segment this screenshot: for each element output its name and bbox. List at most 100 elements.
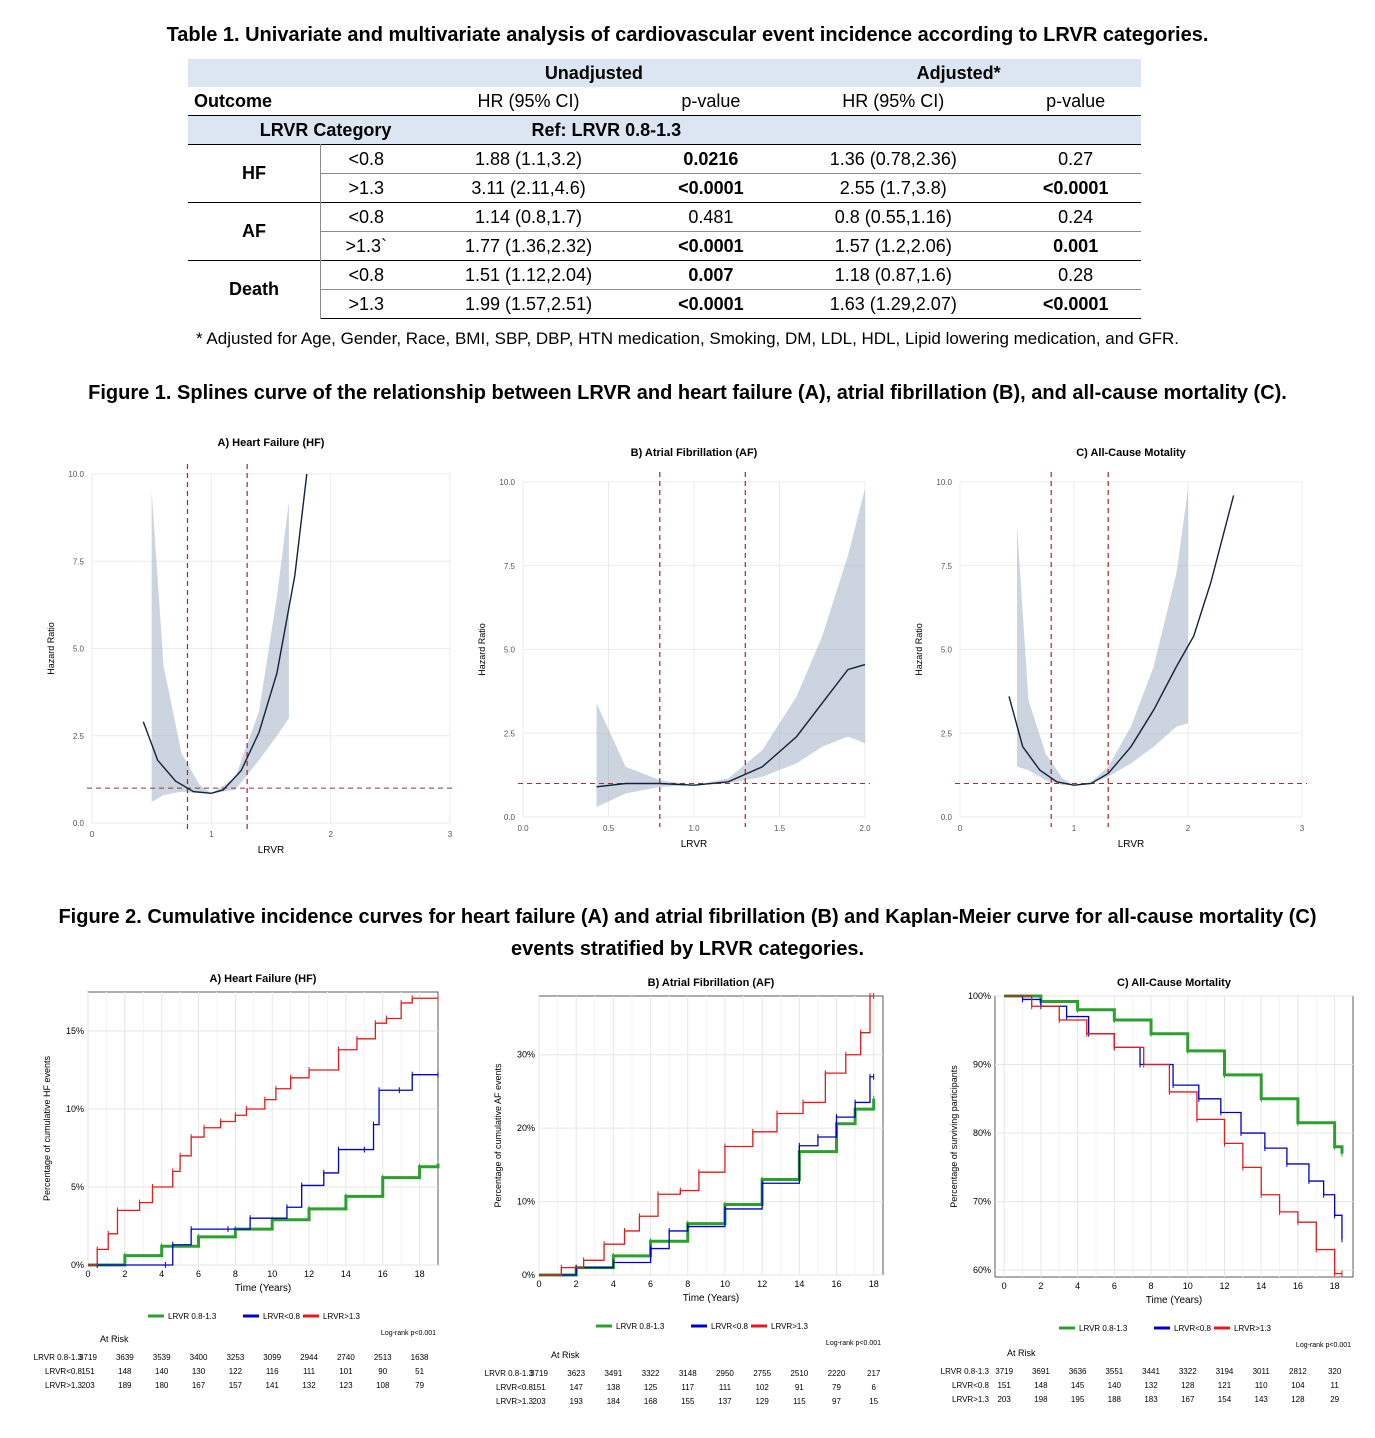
at-risk-count: 3400 xyxy=(190,1353,208,1362)
x-tick-label: 12 xyxy=(304,1269,314,1279)
series-line-1 xyxy=(539,1076,874,1276)
x-tick-label: 16 xyxy=(378,1269,388,1279)
p-unadjusted-cell: 0.007 xyxy=(645,260,777,290)
at-risk-count: 91 xyxy=(795,1383,804,1392)
at-risk-count: 121 xyxy=(1218,1381,1232,1390)
at-risk-group-label: LRVR>1.3 xyxy=(952,1395,990,1404)
p-unadjusted-cell: 0.0216 xyxy=(645,144,777,174)
at-risk-count: 51 xyxy=(415,1367,424,1376)
x-tick-label: 4 xyxy=(611,1279,616,1289)
hr-unadjusted-cell: 1.14 (0.8,1.7) xyxy=(411,202,646,232)
y-axis-label: Hazard Ratio xyxy=(477,623,487,676)
x-tick-label: 2.0 xyxy=(859,824,871,833)
p-adjusted-cell: <0.0001 xyxy=(1010,173,1141,203)
legend-label: LRVR<0.8 xyxy=(263,1312,301,1321)
at-risk-count: 2510 xyxy=(790,1369,808,1378)
x-tick-label: 1.0 xyxy=(688,824,700,833)
spline-curve xyxy=(142,473,308,795)
at-risk-group-label: LRVR<0.8 xyxy=(45,1367,83,1376)
legend-label: LRVR>1.3 xyxy=(323,1312,361,1321)
at-risk-count: 180 xyxy=(155,1381,169,1390)
hr-unadjusted-cell: 3.11 (2.11,4.6) xyxy=(411,173,646,203)
column-header-row: Outcome HR (95% CI) p-value HR (95% CI) … xyxy=(188,87,1141,116)
x-axis-label: LRVR xyxy=(258,845,285,856)
at-risk-count: 155 xyxy=(681,1397,695,1406)
y-tick-label: 2.5 xyxy=(504,729,516,738)
x-tick-label: 0 xyxy=(536,1279,541,1289)
x-tick-label: 6 xyxy=(196,1269,201,1279)
x-axis-label: Time (Years) xyxy=(1146,1295,1203,1306)
at-risk-count: 148 xyxy=(118,1367,132,1376)
at-risk-count: 145 xyxy=(1071,1381,1085,1390)
legend-label: LRVR<0.8 xyxy=(711,1322,749,1331)
x-tick-label: 14 xyxy=(794,1279,804,1289)
x-tick-label: 2 xyxy=(574,1279,579,1289)
confidence-band xyxy=(596,488,865,807)
at-risk-count: 3636 xyxy=(1069,1367,1087,1376)
x-tick-label: 8 xyxy=(1149,1281,1154,1291)
p-adjusted-cell: 0.001 xyxy=(1010,231,1141,261)
at-risk-count: 125 xyxy=(644,1383,658,1392)
at-risk-count: 102 xyxy=(755,1383,769,1392)
plot-frame xyxy=(994,995,1354,1278)
reference-label: Ref: LRVR 0.8-1.3 xyxy=(411,115,1141,145)
at-risk-count: 128 xyxy=(1181,1381,1195,1390)
x-tick-label: 0 xyxy=(90,830,95,839)
x-axis-label: Time (Years) xyxy=(683,1293,740,1304)
group-header-row: Unadjusted Adjusted* xyxy=(188,59,1141,87)
at-risk-count: 97 xyxy=(832,1397,841,1406)
x-tick-label: 16 xyxy=(832,1279,842,1289)
x-tick-label: 14 xyxy=(341,1269,351,1279)
category-cell: <0.8 xyxy=(320,202,412,232)
x-tick-label: 16 xyxy=(1293,1281,1303,1291)
at-risk-count: 189 xyxy=(118,1381,132,1390)
figure2-title-line1: Figure 2. Cumulative incidence curves fo… xyxy=(58,906,1317,928)
at-risk-count: 3639 xyxy=(116,1353,134,1362)
reference-row: LRVR Category Ref: LRVR 0.8-1.3 xyxy=(188,115,1141,145)
at-risk-count: 140 xyxy=(1108,1381,1122,1390)
at-risk-count: 11 xyxy=(1330,1381,1339,1390)
x-axis-label: LRVR xyxy=(1118,839,1145,850)
at-risk-count: 143 xyxy=(1255,1395,1269,1404)
at-risk-count: 130 xyxy=(192,1367,206,1376)
y-tick-label: 5.0 xyxy=(941,646,953,655)
p-unadjusted-header: p-value xyxy=(681,90,741,111)
at-risk-count: 3623 xyxy=(567,1369,585,1378)
y-axis-label: Percentage of cumulative HF events xyxy=(42,1055,52,1201)
category-cell: <0.8 xyxy=(320,144,412,174)
at-risk-count: 2220 xyxy=(828,1369,846,1378)
at-risk-count: 141 xyxy=(266,1381,280,1390)
category-cell: >1.3 xyxy=(320,289,412,319)
category-cell: <0.8 xyxy=(320,260,412,290)
y-tick-label: 10.0 xyxy=(68,470,84,479)
x-tick-label: 3 xyxy=(448,830,453,839)
y-tick-label: 20% xyxy=(517,1123,535,1133)
x-tick-label: 2 xyxy=(122,1269,127,1279)
at-risk-group-label: LRVR>1.3 xyxy=(45,1381,83,1390)
p-unadjusted-cell: <0.0001 xyxy=(645,289,777,319)
logrank-label: Log-rank p<0.001 xyxy=(1296,1342,1351,1349)
x-tick-label: 18 xyxy=(415,1269,425,1279)
figure1-panel-a: 0.0 2.5 5.0 7.5 10.0 0 1 2 3 A) Heart Failure (HF… xyxy=(46,437,455,856)
confidence-band xyxy=(151,491,289,803)
at-risk-count: 151 xyxy=(997,1381,1011,1390)
figure2-panel-c: 60% 70% 80% 90% 100% 0 2 4 6 8 10 12 14 16 18 C) All-Ca… xyxy=(941,977,1354,1404)
y-tick-label: 7.5 xyxy=(504,562,516,571)
y-tick-label: 70% xyxy=(973,1197,991,1207)
spline-curve xyxy=(1008,495,1235,786)
y-axis-label: Percentage of cumulative AF events xyxy=(493,1063,503,1208)
logrank-label: Log-rank p<0.001 xyxy=(826,1340,881,1347)
at-risk-count: 167 xyxy=(192,1381,206,1390)
at-risk-count: 3253 xyxy=(226,1353,244,1362)
at-risk-group-label: LRVR<0.8 xyxy=(952,1381,990,1390)
at-risk-count: 79 xyxy=(832,1383,841,1392)
x-tick-label: 18 xyxy=(869,1279,879,1289)
x-tick-label: 0 xyxy=(85,1269,90,1279)
y-tick-label: 7.5 xyxy=(941,562,953,571)
p-adjusted-cell: 0.28 xyxy=(1010,260,1141,290)
confidence-band xyxy=(1017,488,1188,786)
at-risk-count: 3441 xyxy=(1142,1367,1160,1376)
y-axis-label: Hazard Ratio xyxy=(914,623,924,676)
p-unadjusted-cell: <0.0001 xyxy=(645,231,777,261)
at-risk-count: 3099 xyxy=(263,1353,281,1362)
